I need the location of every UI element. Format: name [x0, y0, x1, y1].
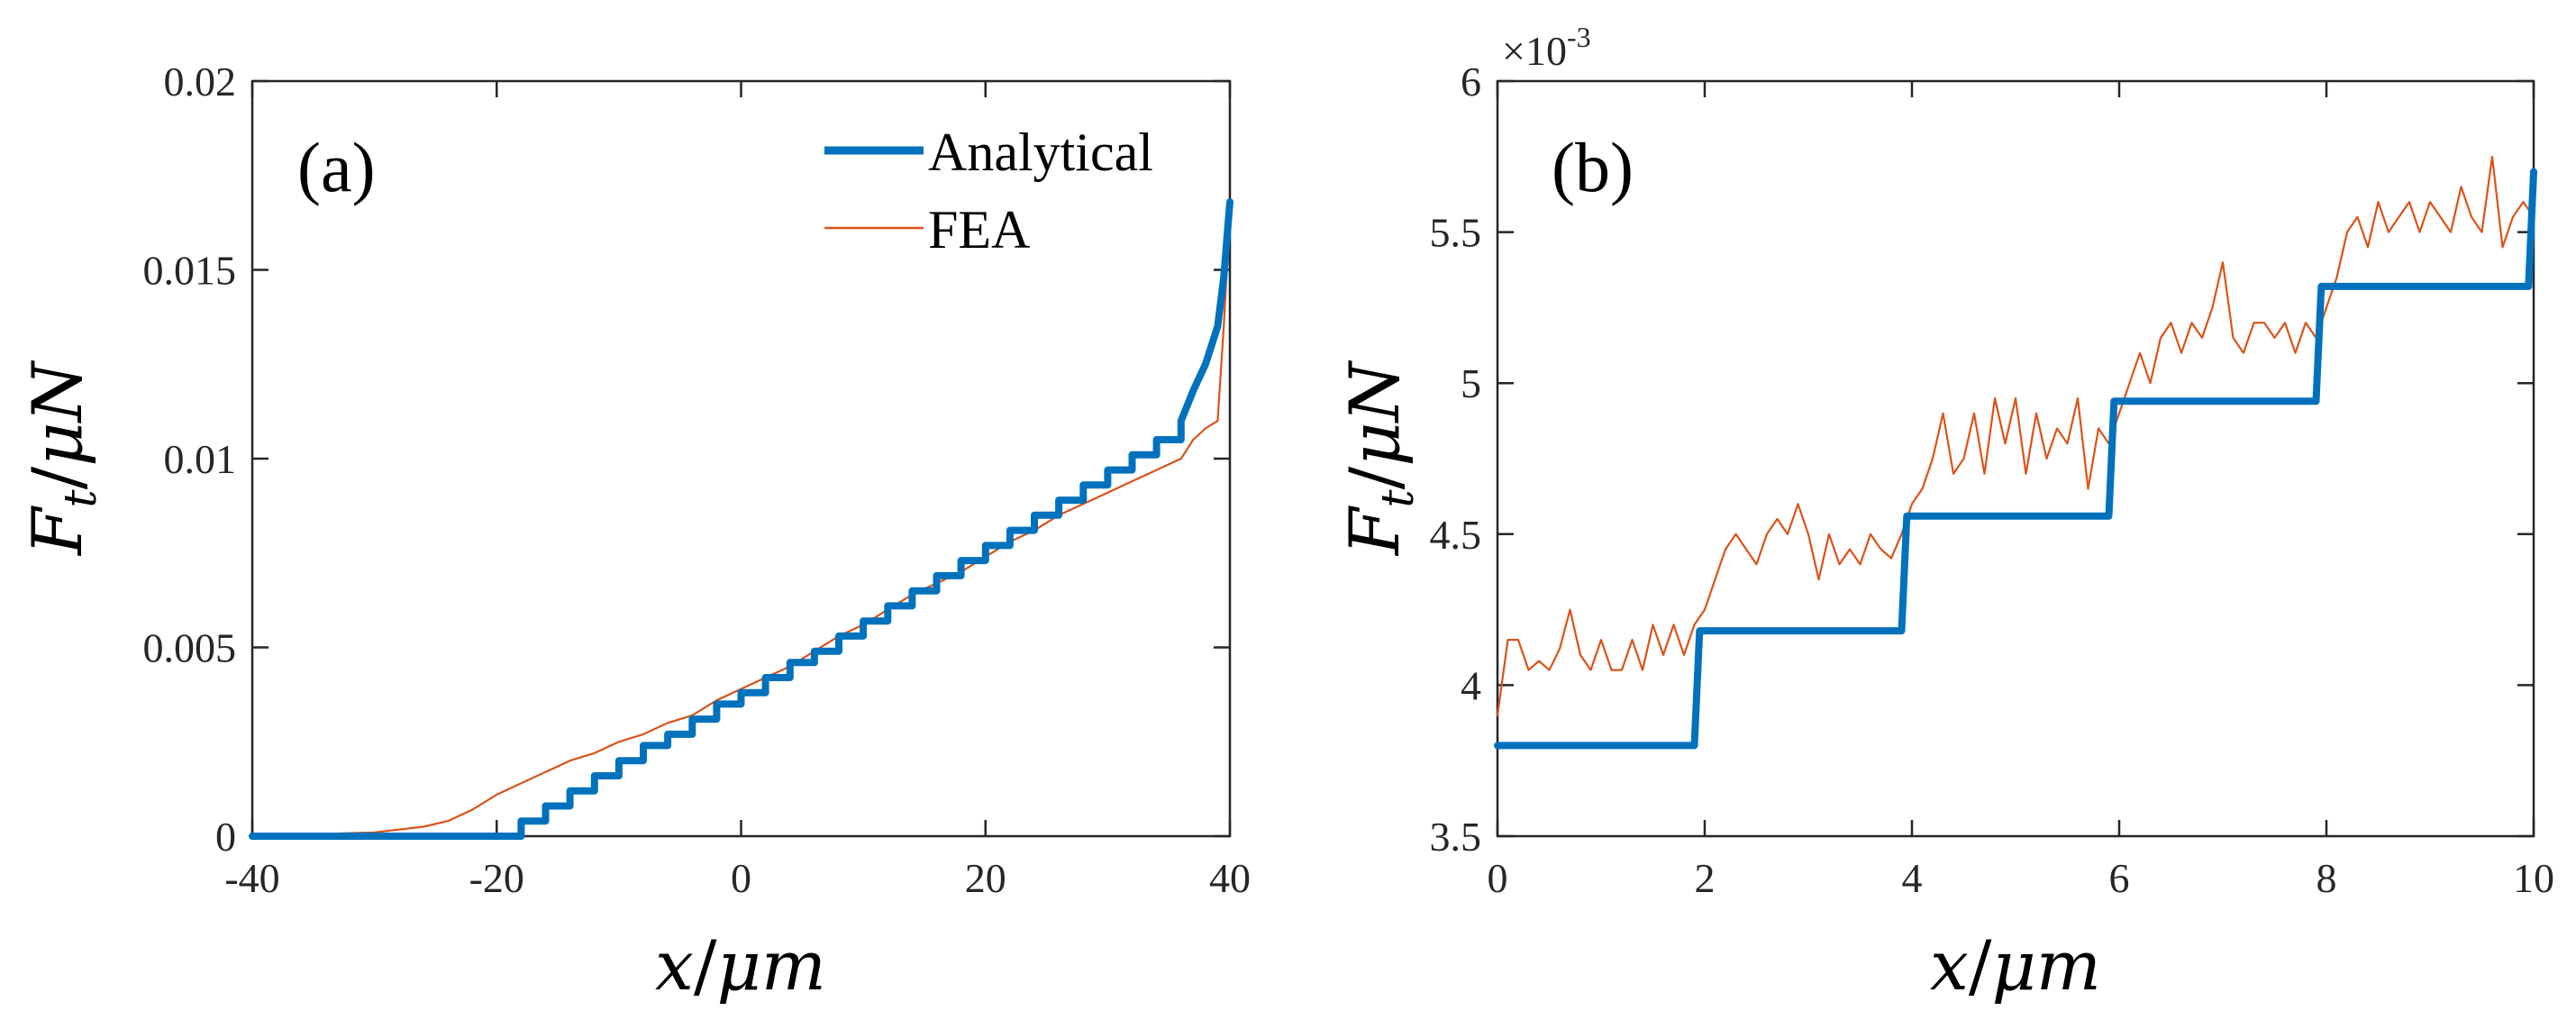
- panel-b-axes-box: [1496, 79, 2535, 838]
- panel-a-xtick-label: 0: [731, 855, 751, 901]
- panel-b-ytick-label: 4.5: [1430, 512, 1482, 558]
- panel-b-xtick-label: 4: [1902, 855, 1923, 901]
- panel-b-xlabel: x/μm: [1930, 925, 2101, 1006]
- legend-fea-label: FEA: [928, 200, 1030, 260]
- panel-a-xtick-label: -20: [469, 855, 524, 901]
- panel-a-ytick-label: 0.015: [143, 248, 237, 294]
- panel-b: 0 2 4 6 8 10 3.5 4 4.5 5 5.5 6 (b) ×10-3 x/μm Ft/μN: [1334, 21, 2554, 1006]
- panel-b-xtick-label: 6: [2109, 855, 2130, 901]
- panel-a-series-analytical-line: [249, 198, 1233, 840]
- panel-a: -40 -20 0 20 40 0 0.005 0.01 0.015 0.02 (a) Analy…: [17, 59, 1251, 1006]
- panel-b-ticks: 0 2 4 6 8 10 3.5 4 4.5 5 5.5 6: [1430, 59, 2555, 901]
- panel-b-xtick-label: 2: [1695, 855, 1716, 901]
- panel-b-y-multiplier: ×10-3: [1502, 21, 1591, 74]
- panel-a-ytick-label: 0.02: [164, 59, 237, 105]
- panel-a-ytick-label: 0.01: [164, 436, 237, 482]
- panel-b-series-analytical-line: [1494, 168, 2537, 750]
- panel-a-ylabel: Ft/μN: [17, 360, 106, 557]
- panel-b-ytick-label: 6: [1461, 59, 1481, 105]
- panel-a-xtick-label: 20: [965, 855, 1006, 901]
- panel-b-xtick-label: 0: [1488, 855, 1508, 901]
- panel-a-xtick-label: -40: [224, 855, 279, 901]
- panel-b-ytick-label: 5.5: [1430, 210, 1482, 256]
- panel-a-xtick-label: 40: [1209, 855, 1251, 901]
- panel-a-ytick-label: 0.005: [143, 625, 237, 671]
- panel-b-xtick-label: 8: [2317, 855, 2337, 901]
- panel-b-label: (b): [1552, 128, 1634, 206]
- panel-b-ytick-label: 4: [1461, 662, 1481, 708]
- panel-b-xtick-label: 10: [2513, 855, 2554, 901]
- panel-a-xlabel: x/μm: [655, 925, 826, 1006]
- panel-b-series: [1494, 155, 2537, 750]
- legend-analytical-label: Analytical: [928, 123, 1153, 182]
- panel-a-ytick-label: 0: [215, 814, 236, 860]
- panel-a-ticks: -40 -20 0 20 40 0 0.005 0.01 0.015 0.02: [143, 59, 1252, 901]
- panel-b-series-fea-line: [1496, 155, 2535, 717]
- panel-b-ytick-label: 3.5: [1430, 814, 1482, 860]
- panel-a-label: (a): [297, 128, 376, 206]
- panel-b-ylabel: Ft/μN: [1334, 360, 1424, 557]
- panel-b-ytick-label: 5: [1461, 360, 1481, 406]
- panel-a-legend: Analytical FEA: [824, 123, 1153, 260]
- panel-a-series: [249, 198, 1233, 840]
